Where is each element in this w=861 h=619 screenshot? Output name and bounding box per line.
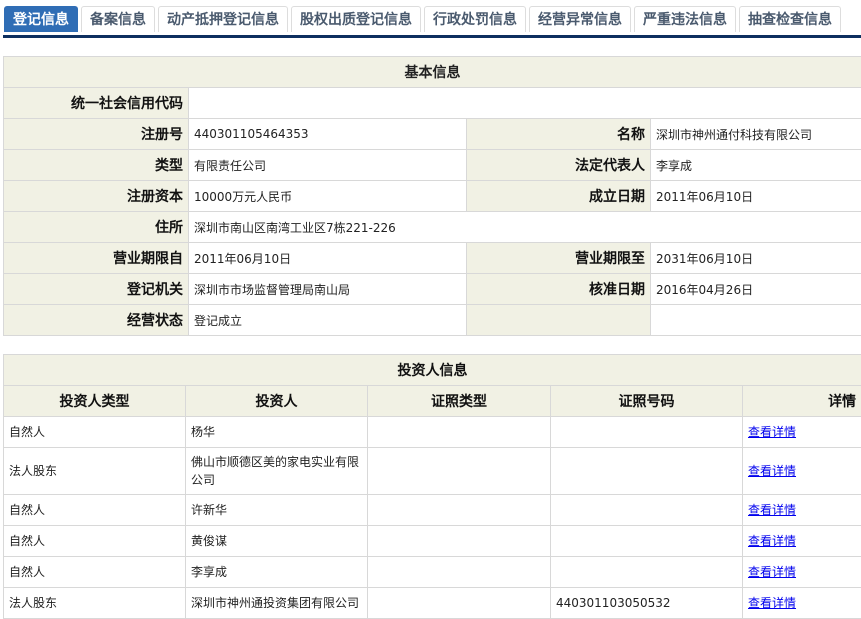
investor-name-cell: 黄俊谋 xyxy=(185,525,368,557)
investor-type-cell: 法人股东 xyxy=(3,447,186,495)
term-from-value: 2011年06月10日 xyxy=(188,242,467,274)
id-number-cell xyxy=(550,525,743,557)
view-detail-link[interactable]: 查看详情 xyxy=(748,503,797,517)
detail-cell: 查看详情 xyxy=(741,525,861,557)
view-detail-link[interactable]: 查看详情 xyxy=(748,534,797,548)
detail-cell: 查看详情 xyxy=(741,447,861,495)
field-label: 注册资本 xyxy=(3,180,189,212)
authority-value: 深圳市市场监督管理局南山局 xyxy=(188,273,467,305)
field-label: 登记机关 xyxy=(3,273,189,305)
section-title: 基本信息 xyxy=(3,56,861,88)
status-value: 登记成立 xyxy=(188,304,467,336)
field-label: 核准日期 xyxy=(466,273,651,305)
type-value: 有限责任公司 xyxy=(188,149,467,181)
column-header: 投资人 xyxy=(185,385,368,417)
term-to-value: 2031年06月10日 xyxy=(650,242,861,274)
field-label: 营业期限自 xyxy=(3,242,189,274)
tab-equity-pledge[interactable]: 股权出质登记信息 xyxy=(291,6,421,32)
view-detail-link[interactable]: 查看详情 xyxy=(748,596,797,610)
table-row: 自然人 杨华 查看详情 xyxy=(3,416,861,448)
table-row: 法人股东 深圳市神州通投资集团有限公司 440301103050532 查看详情 xyxy=(3,587,861,619)
legal-rep-value: 李享成 xyxy=(650,149,861,181)
tab-admin-penalty[interactable]: 行政处罚信息 xyxy=(424,6,526,32)
id-number-cell xyxy=(550,416,743,448)
investor-name-cell: 李享成 xyxy=(185,556,368,588)
empty-label xyxy=(466,304,651,336)
field-label: 成立日期 xyxy=(466,180,651,212)
column-header: 投资人类型 xyxy=(3,385,186,417)
investor-name-cell: 杨华 xyxy=(185,416,368,448)
field-label: 类型 xyxy=(3,149,189,181)
view-detail-link[interactable]: 查看详情 xyxy=(748,425,797,439)
investor-type-cell: 自然人 xyxy=(3,556,186,588)
field-label: 注册号 xyxy=(3,118,189,150)
id-number-cell xyxy=(550,494,743,526)
address-value: 深圳市南山区南湾工业区7栋221-226 xyxy=(188,211,861,243)
id-type-cell xyxy=(367,556,551,588)
field-label: 经营状态 xyxy=(3,304,189,336)
column-header: 证照号码 xyxy=(550,385,743,417)
reg-no-value: 440301105464353 xyxy=(188,118,467,150)
investor-type-cell: 自然人 xyxy=(3,416,186,448)
tab-filing[interactable]: 备案信息 xyxy=(81,6,155,32)
table-row: 自然人 许新华 查看详情 xyxy=(3,494,861,526)
tab-bar: 登记信息 备案信息 动产抵押登记信息 股权出质登记信息 行政处罚信息 经营异常信… xyxy=(4,6,841,33)
column-header: 详情 xyxy=(741,385,861,417)
id-number-cell xyxy=(550,447,743,495)
empty-value xyxy=(650,304,861,336)
detail-cell: 查看详情 xyxy=(741,494,861,526)
capital-value: 10000万元人民币 xyxy=(188,180,467,212)
field-label: 统一社会信用代码 xyxy=(3,87,189,119)
field-label: 营业期限至 xyxy=(466,242,651,274)
table-row: 法人股东 佛山市顺德区美的家电实业有限公司 查看详情 xyxy=(3,447,861,495)
field-label: 法定代表人 xyxy=(466,149,651,181)
basic-info-table: 基本信息 统一社会信用代码 注册号 440301105464353 名称 深圳市神州通… xyxy=(3,56,861,336)
id-type-cell xyxy=(367,447,551,495)
tab-serious-violation[interactable]: 严重违法信息 xyxy=(634,6,736,32)
detail-cell: 查看详情 xyxy=(741,416,861,448)
id-number-cell xyxy=(550,556,743,588)
investor-name-cell: 许新华 xyxy=(185,494,368,526)
view-detail-link[interactable]: 查看详情 xyxy=(748,565,797,579)
investor-name-cell: 佛山市顺德区美的家电实业有限公司 xyxy=(185,447,368,495)
id-type-cell xyxy=(367,525,551,557)
investor-type-cell: 自然人 xyxy=(3,494,186,526)
tab-registration[interactable]: 登记信息 xyxy=(4,6,78,32)
table-row: 自然人 黄俊谋 查看详情 xyxy=(3,525,861,557)
investor-name-cell: 深圳市神州通投资集团有限公司 xyxy=(185,587,368,619)
detail-cell: 查看详情 xyxy=(741,556,861,588)
table-row: 自然人 李享成 查看详情 xyxy=(3,556,861,588)
detail-cell: 查看详情 xyxy=(741,587,861,619)
tab-underline xyxy=(3,35,861,38)
est-date-value: 2011年06月10日 xyxy=(650,180,861,212)
tab-spot-check[interactable]: 抽查检查信息 xyxy=(739,6,841,32)
column-header: 证照类型 xyxy=(367,385,551,417)
id-type-cell xyxy=(367,416,551,448)
id-type-cell xyxy=(367,587,551,619)
tab-abnormal-operation[interactable]: 经营异常信息 xyxy=(529,6,631,32)
id-number-cell: 440301103050532 xyxy=(550,587,743,619)
id-type-cell xyxy=(367,494,551,526)
field-label: 名称 xyxy=(466,118,651,150)
tab-chattel-mortgage[interactable]: 动产抵押登记信息 xyxy=(158,6,288,32)
view-detail-link[interactable]: 查看详情 xyxy=(748,464,797,478)
investor-type-cell: 自然人 xyxy=(3,525,186,557)
approve-date-value: 2016年04月26日 xyxy=(650,273,861,305)
credit-code-value xyxy=(188,87,861,119)
investor-table: 投资人信息 投资人类型 投资人 证照类型 证照号码 详情 自然人 杨华 查看详情 法人… xyxy=(2,354,861,619)
investor-type-cell: 法人股东 xyxy=(3,587,186,619)
field-label: 住所 xyxy=(3,211,189,243)
section-title: 投资人信息 xyxy=(2,354,861,386)
name-value: 深圳市神州通付科技有限公司 xyxy=(650,118,861,150)
